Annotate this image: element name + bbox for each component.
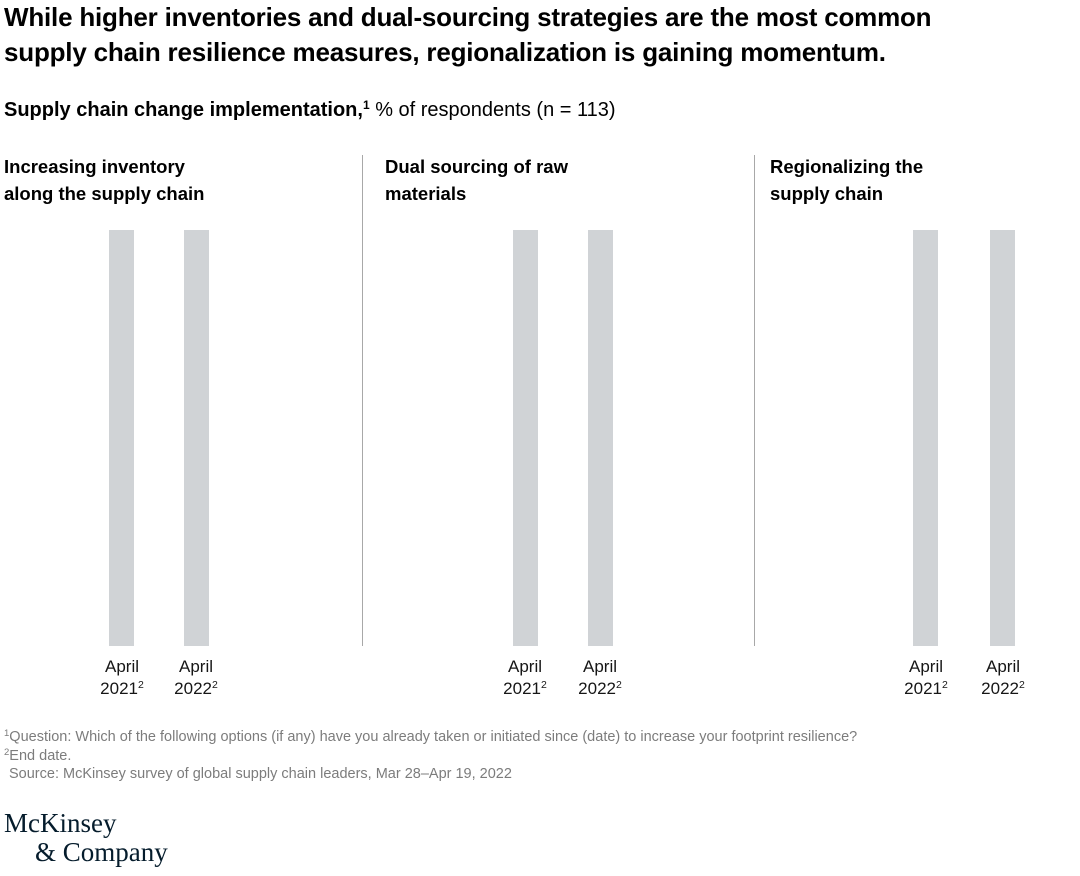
x-label-month: April: [582, 657, 617, 676]
x-label-year: 20222: [578, 679, 622, 698]
x-label-footnote-marker: 2: [615, 679, 622, 691]
x-label-april-2021: April 20212: [77, 656, 167, 700]
x-label-month: April: [104, 657, 139, 676]
logo-line-2: & Company: [35, 837, 168, 867]
chart-subtitle: Supply chain change implementation,1 % o…: [4, 97, 1004, 123]
subtitle-bold-text: Supply chain change implementation,: [4, 99, 363, 121]
mckinsey-logo: McKinsey & Company: [4, 809, 168, 867]
x-label-year: 20212: [904, 679, 948, 698]
x-label-month: April: [178, 657, 213, 676]
x-label-year: 20222: [174, 679, 218, 698]
panel-title-increasing-inventory: Increasing inventory along the supply ch…: [4, 156, 205, 204]
x-label-month: April: [908, 657, 943, 676]
logo-line-1: McKinsey: [4, 808, 117, 838]
footnote-question: 1Question: Which of the following option…: [4, 728, 858, 745]
bar-increasing-inventory-april-2022: [184, 230, 209, 646]
bar-regionalizing-april-2021: [913, 230, 938, 646]
subtitle-rest-text: % of respondents (n = 113): [369, 99, 616, 121]
panel-separator: [362, 155, 363, 646]
panel-title-regionalizing: Regionalizing the supply chain: [770, 156, 924, 204]
panel-title-dual-sourcing: Dual sourcing of raw materials: [385, 156, 568, 204]
panel-separator: [754, 155, 755, 646]
x-label-april-2021: April 20212: [881, 656, 971, 700]
x-label-footnote-marker: 2: [941, 679, 948, 691]
footnotes: 1Question: Which of the following option…: [4, 728, 1064, 784]
x-label-april-2022: April 20222: [555, 656, 645, 700]
footnote-marker: 1: [4, 728, 10, 739]
x-label-month: April: [985, 657, 1020, 676]
x-label-footnote-marker: 2: [211, 679, 218, 691]
x-label-april-2022: April 20222: [151, 656, 241, 700]
x-label-footnote-marker: 2: [1018, 679, 1025, 691]
x-label-year: 20212: [503, 679, 547, 698]
bar-dual-sourcing-april-2022: [588, 230, 613, 646]
x-label-april-2021: April 20212: [480, 656, 570, 700]
x-label-footnote-marker: 2: [540, 679, 547, 691]
x-label-year: 20212: [100, 679, 144, 698]
subtitle-footnote-marker: 1: [362, 98, 370, 112]
x-label-april-2022: April 20222: [958, 656, 1048, 700]
x-label-year: 20222: [981, 679, 1025, 698]
footnote-end-date: 2End date.: [4, 746, 72, 764]
footnote-marker: 2: [4, 746, 10, 758]
footnote-source: Source: McKinsey survey of global supply…: [9, 766, 512, 782]
bar-regionalizing-april-2022: [990, 230, 1015, 646]
x-label-month: April: [507, 657, 542, 676]
bar-dual-sourcing-april-2021: [513, 230, 538, 646]
bar-increasing-inventory-april-2021: [109, 230, 134, 646]
page-title: While higher inventories and dual-sourci…: [4, 2, 932, 67]
x-label-footnote-marker: 2: [137, 679, 144, 691]
